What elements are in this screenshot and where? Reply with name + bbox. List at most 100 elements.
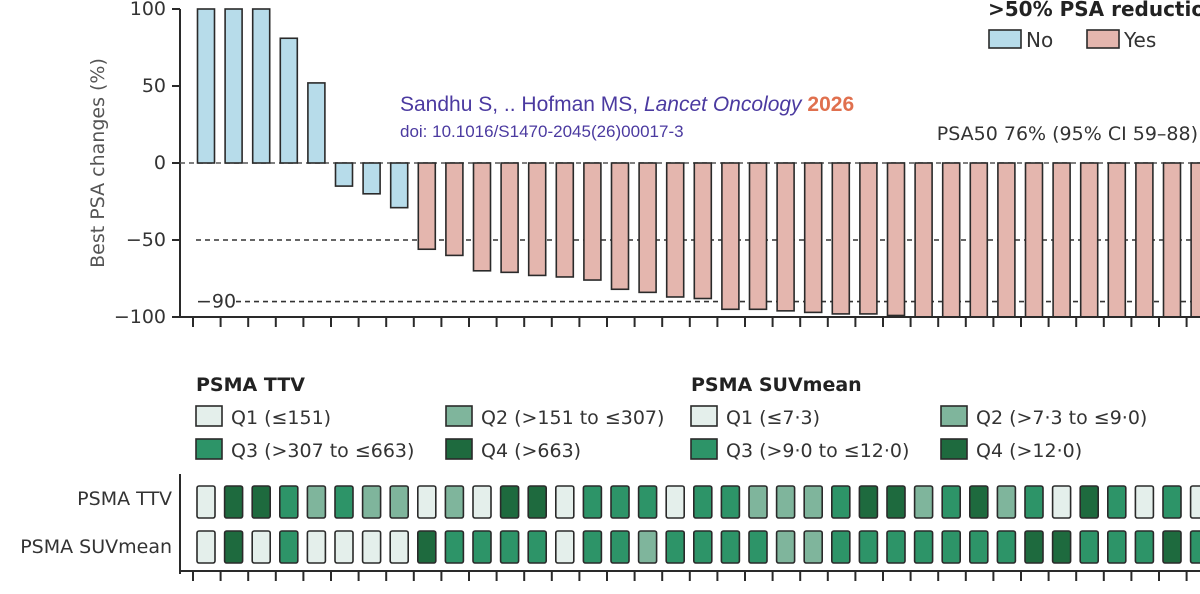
quartile-heatmap: PSMA TTV PSMA SUVmean bbox=[20, 474, 1200, 581]
citation-journal: Lancet Oncology bbox=[644, 93, 803, 116]
row-label-ttv: PSMA TTV bbox=[77, 488, 172, 510]
suvmean-cell bbox=[1162, 530, 1182, 564]
ttv-cell bbox=[968, 485, 989, 519]
bar bbox=[1052, 162, 1071, 318]
y-tick-label: −100 bbox=[114, 306, 166, 328]
suvmean-cell bbox=[334, 530, 354, 564]
suvmean-legend-items: Q1 (≤7·3) Q2 (>7·3 to ≤9·0) Q3 (>9·0 to ≤1… bbox=[690, 405, 1147, 462]
ttv-cell bbox=[610, 485, 630, 519]
bar bbox=[1162, 162, 1182, 318]
bar bbox=[886, 162, 906, 317]
bar bbox=[721, 162, 740, 311]
ttv-cell bbox=[223, 485, 244, 519]
bar bbox=[224, 8, 243, 164]
bar bbox=[472, 162, 492, 272]
y-tick-label: 100 bbox=[130, 0, 166, 20]
ttv-cell bbox=[858, 485, 879, 519]
bar bbox=[1079, 162, 1099, 318]
suvmean-cell bbox=[472, 530, 492, 564]
suvmean-cell bbox=[554, 530, 575, 564]
bar bbox=[693, 162, 713, 300]
suvmean-cell bbox=[499, 530, 520, 564]
suvmean-cell bbox=[306, 530, 327, 564]
suvmean-cell bbox=[775, 530, 796, 564]
suvmean-cell bbox=[665, 530, 686, 564]
suvmean-cell bbox=[1189, 530, 1200, 564]
suvmean-cell bbox=[251, 530, 271, 564]
y-axis: 100 50 0 −50 −100 bbox=[114, 0, 181, 328]
ttv-cell bbox=[389, 485, 410, 519]
heatmap-axis bbox=[179, 474, 1200, 581]
suvmean-cell bbox=[996, 530, 1017, 564]
ttv-cell bbox=[472, 485, 492, 519]
ttv-cell bbox=[334, 485, 354, 519]
bar bbox=[583, 162, 602, 281]
suvmean-cell bbox=[858, 530, 879, 564]
bar bbox=[307, 82, 326, 164]
ttv-legend-swatch bbox=[195, 405, 223, 427]
ttv-cell bbox=[1162, 485, 1182, 519]
bar bbox=[665, 162, 685, 298]
suvmean-legend-label: Q1 (≤7·3) bbox=[726, 407, 820, 429]
ttv-cell bbox=[361, 485, 382, 519]
suvmean-legend-title: PSMA SUVmean bbox=[691, 374, 862, 396]
bar bbox=[859, 162, 878, 315]
suvmean-cell bbox=[748, 530, 768, 564]
bar bbox=[831, 162, 851, 315]
suvmean-cell bbox=[1134, 530, 1155, 564]
suvmean-cell bbox=[361, 530, 382, 564]
suvmean-cell bbox=[692, 530, 713, 564]
suvmean-legend-label: Q2 (>7·3 to ≤9·0) bbox=[976, 407, 1147, 429]
suvmean-legend-swatch bbox=[690, 405, 718, 427]
quartile-legends: PSMA TTV PSMA SUVmean Q1 (≤151) Q2 (>151 … bbox=[195, 374, 1147, 462]
suvmean-legend-label: Q3 (>9·0 to ≤12·0) bbox=[726, 440, 909, 462]
ttv-cell bbox=[278, 485, 299, 519]
y-tick-label: 0 bbox=[154, 152, 166, 174]
ttv-cell bbox=[886, 485, 906, 519]
reference-line-label: −90 bbox=[196, 291, 236, 313]
ttv-cell bbox=[803, 485, 824, 519]
ttv-cell bbox=[748, 485, 768, 519]
suvmean-cell bbox=[527, 530, 548, 564]
bar bbox=[417, 162, 437, 251]
x-axis bbox=[180, 316, 1200, 327]
suvmean-cell bbox=[637, 530, 658, 564]
ttv-legend-label: Q1 (≤151) bbox=[231, 407, 331, 429]
suvmean-legend-label: Q4 (>12·0) bbox=[976, 440, 1082, 462]
ttv-cell bbox=[996, 485, 1017, 519]
ttv-legend-items: Q1 (≤151) Q2 (>151 to ≤307) Q3 (>307 to ≤6… bbox=[195, 405, 664, 462]
ttv-cell bbox=[499, 485, 520, 519]
suvmean-legend-swatch bbox=[940, 405, 968, 427]
ttv-cell bbox=[1051, 485, 1072, 519]
row-label-suvmean: PSMA SUVmean bbox=[20, 536, 172, 558]
reference-lines: −90 bbox=[180, 162, 1200, 313]
bar bbox=[914, 162, 933, 318]
ttv-cell bbox=[444, 485, 465, 519]
ttv-cell bbox=[1134, 485, 1155, 519]
citation-line: Sandhu S, .. Hofman MS, Lancet Oncology … bbox=[400, 93, 854, 116]
ttv-cell bbox=[1024, 485, 1044, 519]
ttv-cell bbox=[637, 485, 658, 519]
bar bbox=[445, 162, 464, 257]
suvmean-cell bbox=[941, 530, 962, 564]
suvmean-cell bbox=[610, 530, 630, 564]
ttv-legend-swatch bbox=[445, 438, 473, 460]
ttv-legend-label: Q2 (>151 to ≤307) bbox=[481, 407, 664, 429]
suvmean-cell bbox=[223, 530, 244, 564]
bar bbox=[748, 162, 768, 311]
suvmean-cell bbox=[720, 530, 741, 564]
ttv-cell bbox=[582, 485, 603, 519]
citation-authors: Sandhu S, .. Hofman MS, bbox=[400, 93, 644, 116]
ttv-cell bbox=[527, 485, 548, 519]
suvmean-cell bbox=[416, 530, 437, 564]
bar bbox=[389, 162, 409, 209]
ttv-legend-swatch bbox=[445, 405, 473, 427]
bar bbox=[610, 162, 630, 291]
suvmean-cell bbox=[444, 530, 465, 564]
bar bbox=[1135, 162, 1154, 318]
ttv-cell bbox=[306, 485, 327, 519]
legend-no-label: No bbox=[1026, 28, 1053, 52]
ttv-cell bbox=[1107, 485, 1127, 519]
y-tick-label: −50 bbox=[126, 229, 166, 251]
suvmean-cell bbox=[582, 530, 603, 564]
